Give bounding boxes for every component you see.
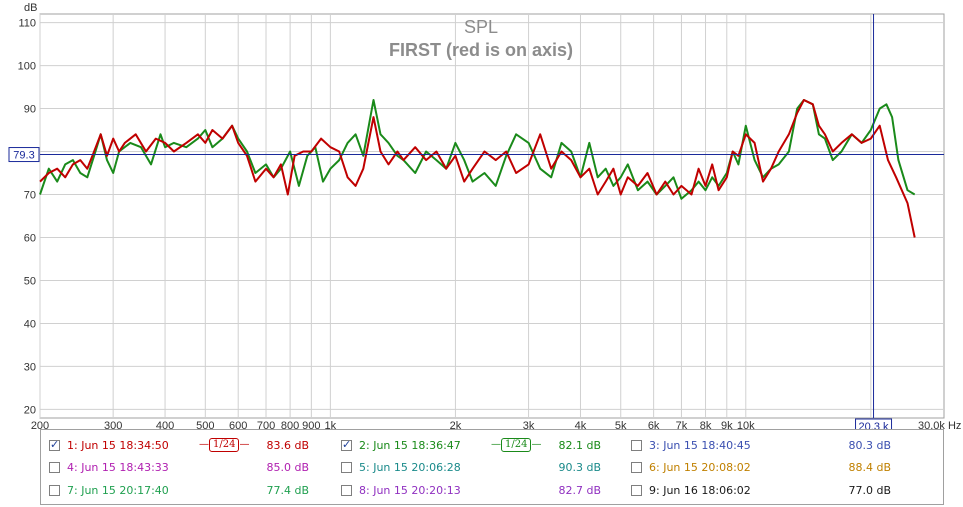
cursor-x-readout-box: [855, 418, 893, 430]
legend-value-6: 88.4 dB: [848, 461, 891, 474]
legend-value-1: 83.6 dB: [266, 439, 309, 452]
legend-label-8: 8: Jun 15 20:20:13: [359, 484, 461, 497]
y-tick-label: 110: [18, 18, 36, 30]
cursor-y-readout: 79.3: [13, 150, 34, 162]
legend-checkbox-8[interactable]: [341, 485, 352, 496]
y-tick-label: 30: [24, 361, 36, 373]
legend-value-3: 80.3 dB: [848, 439, 891, 452]
x-tick-label: 500: [196, 420, 214, 430]
legend-label-3: 3: Jun 15 18:40:45: [649, 439, 751, 452]
cursor-x-readout: 20.3 k: [859, 421, 889, 430]
legend-label-7: 7: Jun 15 20:17:40: [67, 484, 169, 497]
axes: 2030405060708090100110200300400500600700…: [18, 18, 756, 430]
legend-checkbox-5[interactable]: [341, 462, 352, 473]
grid: [39, 14, 944, 418]
legend-label-2: 2: Jun 15 18:36:47: [359, 439, 461, 452]
x-tick-label: 700: [257, 420, 275, 430]
legend-smoothing-1[interactable]: —1/24—: [199, 438, 249, 452]
chart-subtitle: FIRST (red is on axis): [389, 40, 573, 60]
legend-value-5: 90.3 dB: [558, 461, 601, 474]
legend-line-swatch: —: [531, 439, 542, 450]
legend-value-2: 82.1 dB: [558, 439, 601, 452]
chart-title: SPL: [464, 17, 498, 37]
legend-label-4: 4: Jun 15 18:43:33: [67, 461, 169, 474]
legend-checkbox-7[interactable]: [49, 485, 60, 496]
legend-checkbox-4[interactable]: [49, 462, 60, 473]
legend-checkbox-6[interactable]: [631, 462, 642, 473]
legend-line-swatch: —: [491, 439, 501, 450]
cursor[interactable]: 79.3 20.3 k: [8, 14, 944, 430]
legend-checkbox-9[interactable]: [631, 485, 642, 496]
x-tick-label: 4k: [575, 420, 587, 430]
x-tick-label: 300: [104, 420, 122, 430]
smoothing-badge[interactable]: 1/24: [501, 438, 532, 452]
series-group: [39, 99, 916, 238]
x-axis-end-label: 30.0k Hz: [918, 420, 961, 430]
x-tick-label: 1k: [325, 420, 337, 430]
y-tick-label: 100: [18, 61, 36, 73]
x-tick-label: 10k: [737, 420, 755, 430]
legend-value-9: 77.0 dB: [848, 484, 891, 497]
legend-line-swatch: —: [199, 439, 209, 450]
legend-label-1: 1: Jun 15 18:34:50: [67, 439, 169, 452]
legend-value-8: 82.7 dB: [558, 484, 601, 497]
y-tick-label: 70: [24, 190, 36, 202]
x-tick-label: 5k: [615, 420, 627, 430]
legend-smoothing-2[interactable]: —1/24—: [491, 438, 541, 452]
legend-checkbox-1[interactable]: [49, 438, 60, 451]
legend-checkbox-2[interactable]: [341, 438, 352, 451]
y-axis-label: dB: [24, 2, 37, 14]
legend-line-swatch: —: [239, 439, 250, 450]
x-tick-label: 6k: [648, 420, 660, 430]
y-tick-label: 60: [24, 232, 36, 244]
cursor-y-readout-box: [8, 147, 40, 163]
x-tick-label: 800: [281, 420, 299, 430]
legend-value-7: 77.4 dB: [266, 484, 309, 497]
x-tick-label: 400: [156, 420, 174, 430]
x-tick-label: 200: [31, 420, 49, 430]
legend-label-6: 6: Jun 15 20:08:02: [649, 461, 751, 474]
legend-checkbox-3[interactable]: [631, 440, 642, 451]
y-tick-label: 40: [24, 318, 36, 330]
x-tick-label: 8k: [700, 420, 712, 430]
x-tick-label: 9k: [721, 420, 733, 430]
spl-chart: 2030405060708090100110200300400500600700…: [8, 2, 961, 430]
x-tick-label: 7k: [676, 420, 688, 430]
x-tick-label: 600: [229, 420, 247, 430]
legend-label-9: 9: Jun 16 18:06:02: [649, 484, 751, 497]
x-tick-label: 900: [302, 420, 320, 430]
series-line-2: [39, 99, 916, 200]
legend-label-5: 5: Jun 15 20:06:28: [359, 461, 461, 474]
series-line-1: [39, 99, 916, 238]
x-tick-label: 2k: [450, 420, 462, 430]
y-tick-label: 20: [24, 404, 36, 416]
plot-area: [39, 13, 945, 419]
legend-value-4: 85.0 dB: [266, 461, 309, 474]
smoothing-badge[interactable]: 1/24: [209, 438, 240, 452]
x-tick-label: 3k: [523, 420, 535, 430]
y-tick-label: 50: [24, 275, 36, 287]
y-tick-label: 90: [24, 104, 36, 116]
